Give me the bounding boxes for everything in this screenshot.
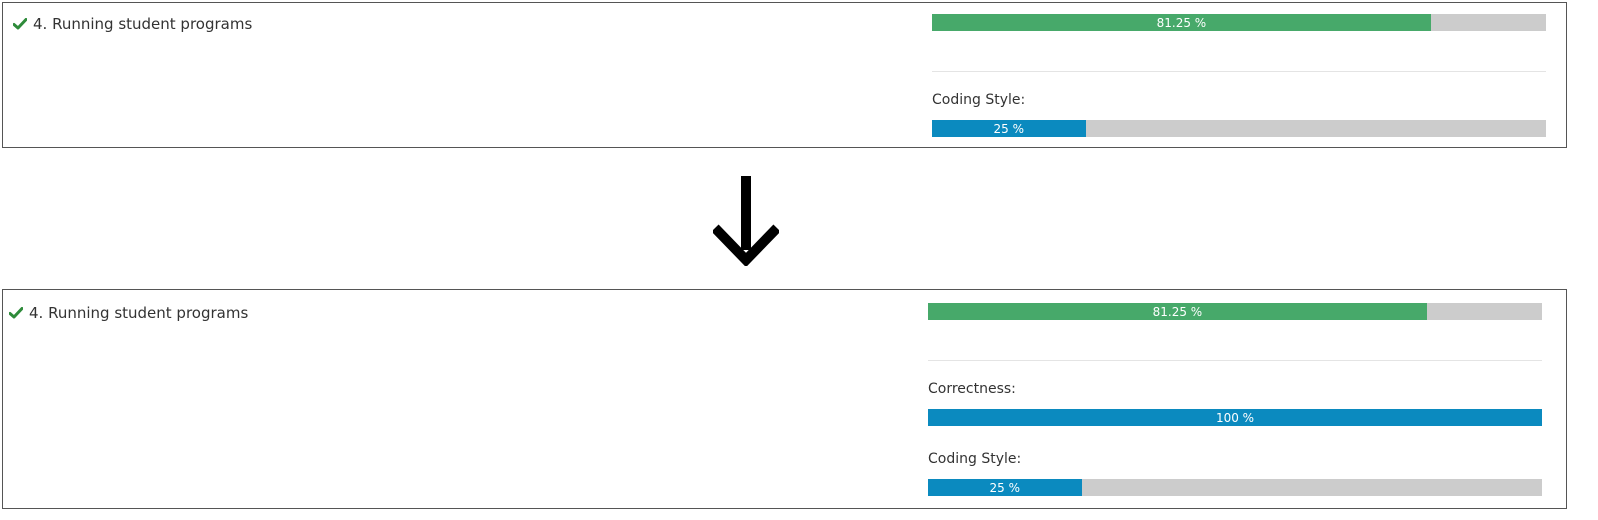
arrow-down-icon	[713, 176, 779, 266]
correctness-label: Correctness:	[928, 381, 1016, 397]
correctness-progress-label: 100 %	[1215, 410, 1255, 425]
panel-after: 4. Running student programs 81.25 % Corr…	[2, 289, 1567, 509]
task-header: 4. Running student programs	[13, 15, 252, 33]
coding-style-label: Coding Style:	[932, 92, 1026, 108]
task-header: 4. Running student programs	[9, 304, 248, 322]
divider	[928, 360, 1542, 361]
correctness-progress-bar: 100 %	[928, 409, 1542, 426]
checkmark-icon	[9, 307, 23, 319]
overall-progress-fill: 81.25 %	[932, 14, 1431, 31]
panel-before: 4. Running student programs 81.25 % Codi…	[2, 2, 1567, 148]
coding-style-progress-bar: 25 %	[928, 479, 1542, 496]
coding-style-progress-label: 25 %	[993, 121, 1025, 136]
coding-style-progress-fill: 25 %	[932, 120, 1086, 137]
task-title: 4. Running student programs	[29, 304, 249, 322]
coding-style-label: Coding Style:	[928, 451, 1022, 467]
divider	[932, 71, 1546, 72]
overall-progress-label: 81.25 %	[1156, 15, 1207, 30]
overall-progress-label: 81.25 %	[1152, 304, 1203, 319]
overall-progress-fill: 81.25 %	[928, 303, 1427, 320]
coding-style-progress-label: 25 %	[989, 480, 1021, 495]
overall-progress-bar: 81.25 %	[928, 303, 1542, 320]
checkmark-icon	[13, 18, 27, 30]
task-title: 4. Running student programs	[33, 15, 253, 33]
correctness-progress-fill: 100 %	[928, 409, 1542, 426]
overall-progress-bar: 81.25 %	[932, 14, 1546, 31]
coding-style-progress-fill: 25 %	[928, 479, 1082, 496]
coding-style-progress-bar: 25 %	[932, 120, 1546, 137]
